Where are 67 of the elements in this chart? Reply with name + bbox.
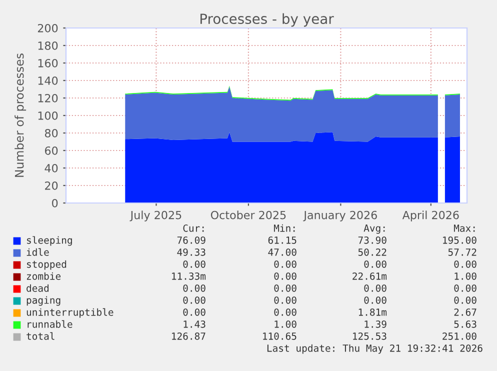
text: 0.00 bbox=[183, 284, 206, 292]
text: 61.15 bbox=[268, 236, 296, 244]
text: 50.22 bbox=[358, 248, 386, 256]
legend-label: runnable bbox=[28, 320, 72, 328]
y-tick-label: 100 bbox=[38, 111, 58, 120]
text: 125.53 bbox=[353, 332, 386, 340]
text: 0.00 bbox=[364, 284, 386, 292]
text: 0.00 bbox=[364, 296, 386, 304]
legend-label: zombie bbox=[26, 272, 61, 280]
text: 1.00 bbox=[454, 272, 476, 280]
text: 195.00 bbox=[443, 236, 476, 244]
legend-label: dead bbox=[26, 284, 49, 292]
text: 73.90 bbox=[358, 236, 386, 244]
text: Last update: Thu May 21 19:32:41 2026 bbox=[267, 344, 482, 354]
text: 5.63 bbox=[454, 320, 476, 328]
text: 0.00 bbox=[454, 284, 476, 292]
text: 0.00 bbox=[183, 260, 206, 268]
legend-label: total bbox=[26, 332, 54, 340]
text: 0.00 bbox=[274, 272, 296, 280]
legend-label: paging bbox=[26, 296, 60, 306]
text: 0.00 bbox=[274, 260, 296, 268]
x-tick-label: January 2026 bbox=[303, 210, 377, 222]
x-tick-label: April 2026 bbox=[402, 210, 459, 222]
y-tick-label: 180 bbox=[38, 41, 58, 50]
y-axis-title: Number of processes bbox=[14, 54, 26, 177]
x-tick-label: October 2025 bbox=[210, 210, 286, 220]
text: 126.87 bbox=[172, 332, 206, 340]
text: Min: bbox=[274, 224, 295, 232]
text: 0.00 bbox=[454, 296, 476, 304]
y-tick-label: 20 bbox=[45, 181, 58, 190]
y-tick-label: 0 bbox=[52, 198, 58, 208]
y-tick-label: 60 bbox=[45, 146, 58, 155]
text: 110.65 bbox=[263, 332, 296, 340]
text: 47.00 bbox=[268, 248, 296, 256]
text: 2.67 bbox=[454, 308, 476, 316]
text: 1.00 bbox=[274, 320, 296, 328]
legend-label: stopped bbox=[27, 260, 66, 270]
y-tick-label: 160 bbox=[38, 58, 58, 68]
text: 1.43 bbox=[184, 320, 206, 328]
legend-label: sleeping bbox=[27, 236, 72, 246]
text: 0.00 bbox=[274, 284, 296, 292]
text: Avg: bbox=[364, 224, 385, 234]
text: 1.81m bbox=[358, 308, 387, 316]
y-tick-label: 120 bbox=[38, 94, 58, 102]
legend-label: idle bbox=[26, 248, 49, 256]
text: 0.00 bbox=[183, 308, 206, 316]
text: 22.61m bbox=[352, 272, 387, 280]
text: 0.00 bbox=[364, 260, 386, 268]
text: 251.00 bbox=[442, 332, 476, 340]
legend-label: uninterruptible bbox=[26, 308, 114, 318]
text: 0.00 bbox=[274, 296, 296, 304]
y-tick-label: 80 bbox=[44, 128, 58, 138]
chart-title: Processes - by year bbox=[200, 13, 334, 27]
text: Max: bbox=[454, 224, 475, 232]
text: 1.39 bbox=[364, 320, 386, 328]
text: 49.33 bbox=[177, 248, 206, 256]
x-tick-label: July 2025 bbox=[130, 210, 182, 222]
text: 0.00 bbox=[454, 260, 476, 268]
text: 76.09 bbox=[177, 236, 206, 244]
text: 0.00 bbox=[183, 296, 206, 304]
text: Cur: bbox=[183, 224, 204, 232]
y-tick-label: 200 bbox=[38, 24, 58, 32]
y-tick-label: 40 bbox=[44, 164, 58, 172]
text: 0.00 bbox=[274, 308, 296, 316]
y-tick-label: 140 bbox=[38, 76, 58, 85]
text: 57.72 bbox=[448, 248, 476, 256]
text: 11.33m bbox=[172, 272, 206, 280]
